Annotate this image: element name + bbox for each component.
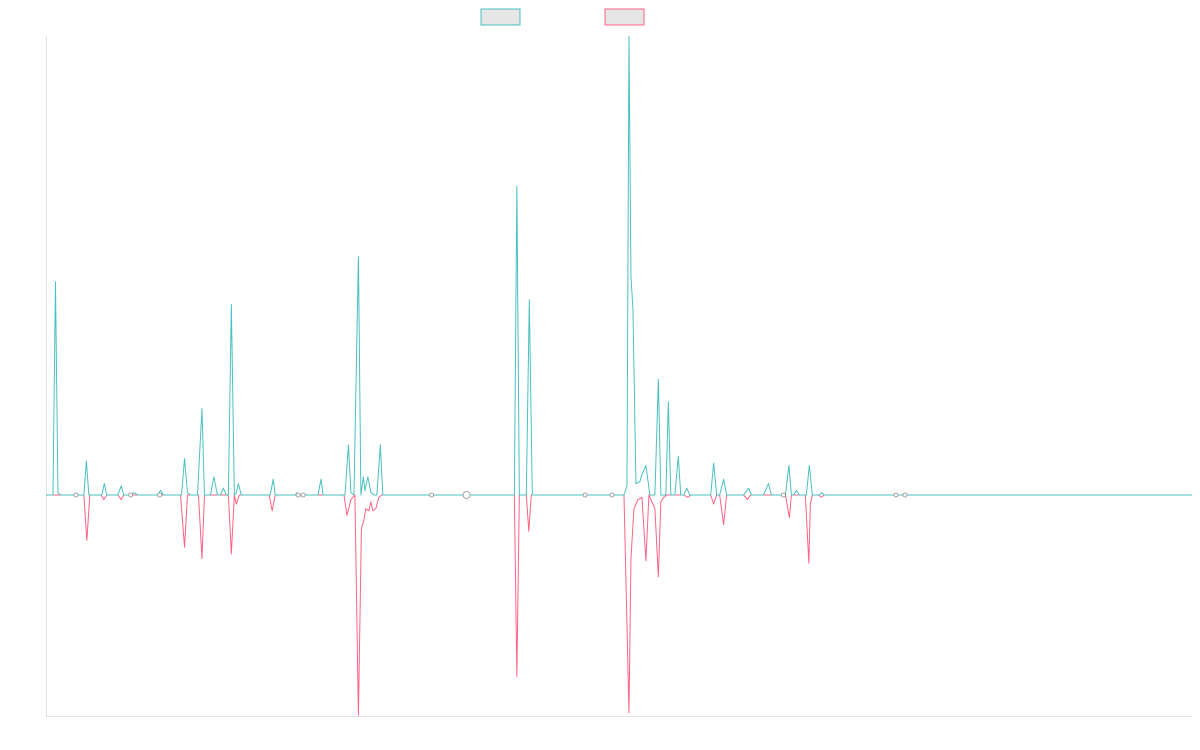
data-point[interactable] <box>128 492 134 498</box>
legend-item-teal[interactable] <box>480 8 521 26</box>
data-point[interactable] <box>300 492 306 498</box>
data-point[interactable] <box>462 491 471 499</box>
data-point[interactable] <box>902 492 908 498</box>
data-point[interactable] <box>582 492 588 498</box>
data-point[interactable] <box>73 492 79 498</box>
legend-item-pink[interactable] <box>604 8 645 26</box>
legend-swatch-pink <box>604 8 645 26</box>
legend-swatch-teal <box>480 8 521 26</box>
series-line-pink <box>46 494 1192 716</box>
series-line-teal <box>46 35 1192 496</box>
data-point[interactable] <box>429 492 435 498</box>
data-point[interactable] <box>295 492 301 498</box>
data-point[interactable] <box>609 492 615 498</box>
data-point[interactable] <box>157 492 163 498</box>
plot-area <box>46 35 1192 717</box>
data-point[interactable] <box>893 492 899 498</box>
data-point[interactable] <box>781 492 786 498</box>
legend <box>480 8 645 26</box>
